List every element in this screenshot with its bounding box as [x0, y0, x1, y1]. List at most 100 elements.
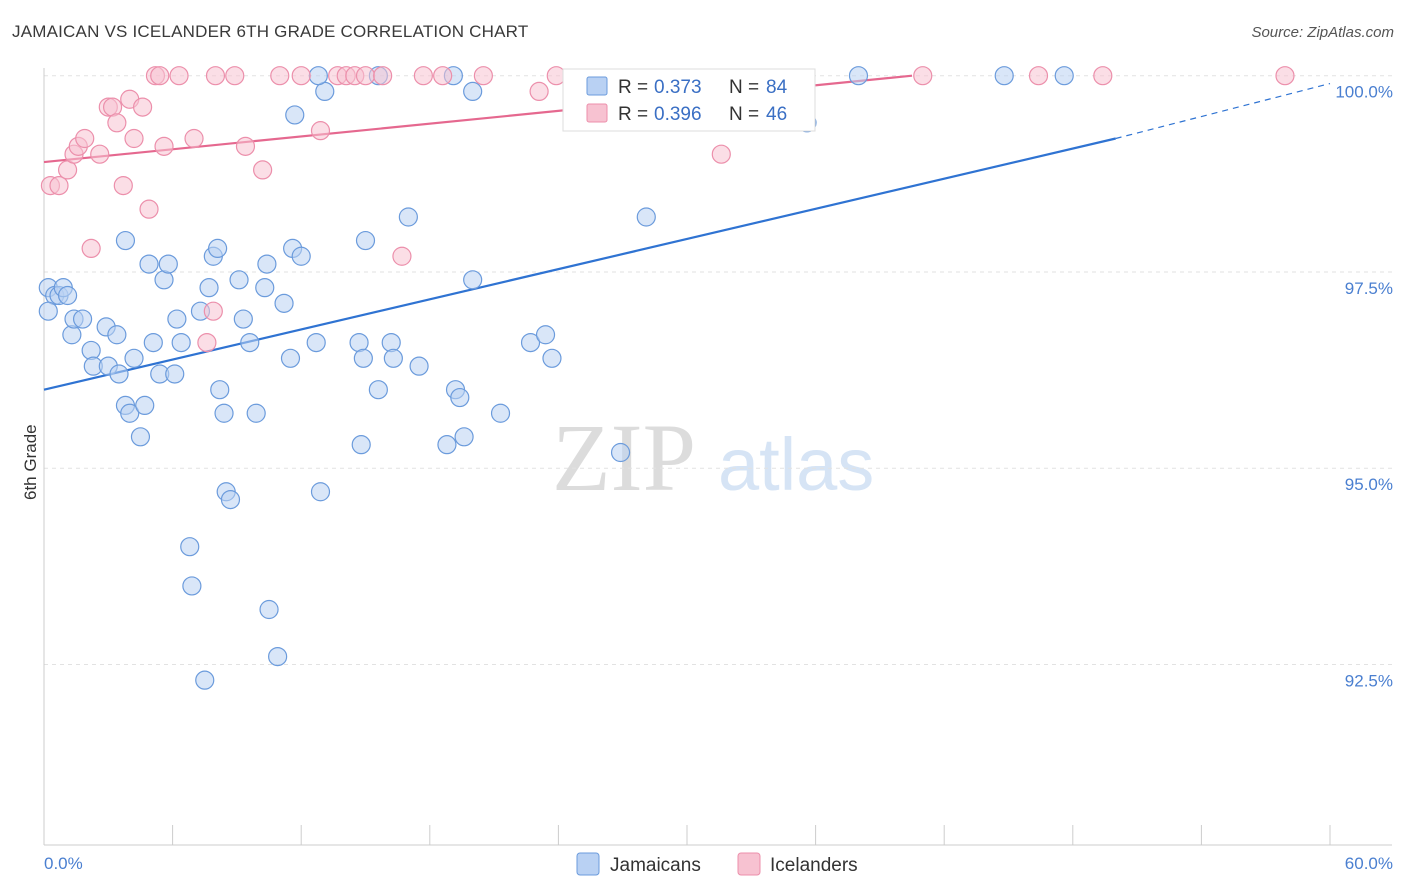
x-tick-label: 60.0%	[1345, 854, 1393, 873]
jamaicans-point	[255, 278, 275, 298]
legend-r-value-icelanders: 0.396	[654, 104, 702, 125]
icelanders-points	[40, 66, 1295, 353]
icelanders-point	[102, 97, 123, 117]
jamaicans-point	[171, 333, 191, 353]
icelanders-point	[139, 199, 159, 219]
x-tick-label: 0.0%	[44, 854, 83, 873]
icelanders-point	[75, 128, 95, 149]
jamaicans-point	[848, 66, 869, 86]
icelanders-point	[1028, 66, 1049, 86]
jamaicans-point	[368, 380, 388, 400]
icelanders-point	[373, 66, 393, 86]
jamaicans-point	[994, 66, 1014, 86]
source-credit: Source: ZipAtlas.com	[1251, 24, 1394, 41]
jamaicans-point	[308, 66, 328, 86]
jamaicans-point	[109, 364, 129, 384]
icelanders-point	[355, 66, 376, 86]
jamaicans-point	[195, 670, 215, 690]
jamaicans-point	[139, 254, 159, 274]
icelanders-point	[150, 66, 170, 86]
jamaicans-point	[210, 380, 230, 400]
jamaicans-point	[490, 403, 511, 423]
jamaicans-point	[214, 403, 234, 423]
jamaicans-point	[115, 230, 136, 251]
legend-r-label-jamaicans: R =	[618, 77, 648, 98]
icelanders-point	[433, 66, 453, 86]
jamaicans-point	[257, 254, 277, 274]
legend-swatch-icelanders	[586, 103, 608, 123]
legend-swatch-jamaicans	[586, 76, 608, 96]
icelanders-point	[49, 176, 69, 196]
jamaicans-point	[353, 348, 373, 368]
jamaicans-point	[165, 364, 185, 384]
icelanders-point	[132, 97, 153, 117]
axes	[43, 68, 1392, 846]
jamaicans-point	[274, 293, 294, 313]
bottom-legend-swatch-jamaicans	[576, 852, 600, 876]
series-legend: Jamaicans Icelanders	[576, 852, 858, 876]
icelanders-point	[291, 66, 311, 86]
icelanders-point	[413, 66, 433, 86]
jamaicans-point	[124, 348, 144, 368]
x-tick-labels: 0.0% 60.0%	[44, 854, 1393, 873]
jamaicans-point	[268, 646, 288, 667]
y-axis-title: 6th Grade	[21, 424, 40, 500]
jamaicans-point	[535, 325, 556, 345]
jamaicans-point	[310, 482, 331, 502]
jamaicans-point	[208, 238, 228, 258]
jamaicans-point	[463, 81, 483, 102]
jamaicans-trend-line	[43, 137, 1116, 391]
watermark-atlas: atlas	[718, 423, 874, 506]
jamaicans-point	[57, 285, 78, 306]
jamaicans-point	[233, 309, 253, 329]
jamaicans-point	[158, 254, 178, 274]
icelanders-point	[270, 66, 290, 86]
jamaicans-point	[450, 387, 470, 408]
icelanders-point	[253, 160, 273, 180]
icelanders-point	[154, 136, 174, 156]
icelanders-point	[113, 176, 133, 196]
icelanders-point	[197, 333, 217, 353]
jamaicans-point	[167, 309, 187, 329]
jamaicans-point	[182, 576, 202, 596]
jamaicans-point	[454, 427, 474, 447]
jamaicans-point	[246, 403, 266, 423]
jamaicans-point	[38, 301, 58, 321]
icelanders-point	[107, 113, 127, 133]
chart-title: JAMAICAN VS ICELANDER 6TH GRADE CORRELAT…	[12, 22, 529, 41]
jamaicans-point	[349, 333, 369, 353]
jamaicans-point	[229, 270, 249, 290]
icelanders-point	[1275, 66, 1295, 86]
y-tick-label: 100.0%	[1335, 83, 1393, 102]
jamaicans-point	[199, 278, 219, 298]
jamaicans-point	[62, 325, 82, 345]
jamaicans-point	[398, 207, 418, 227]
icelanders-point	[473, 66, 493, 86]
icelanders-point	[1093, 66, 1113, 86]
legend-n-label-jamaicans: N =	[729, 77, 759, 98]
icelanders-point	[81, 238, 101, 258]
icelanders-point	[392, 246, 412, 266]
jamaicans-point	[280, 348, 301, 368]
jamaicans-point	[72, 309, 93, 329]
jamaicans-point	[409, 356, 429, 376]
jamaicans-point	[306, 333, 326, 353]
jamaicans-trend-extension	[1115, 82, 1331, 140]
icelanders-point	[124, 128, 144, 149]
icelanders-point	[225, 66, 245, 86]
jamaicans-point	[351, 435, 371, 455]
jamaicans-point	[130, 427, 151, 447]
jamaicans-point	[636, 207, 656, 227]
legend-n-label-icelanders: N =	[729, 104, 759, 125]
correlation-legend: R = 0.373 N = 84 R = 0.396 N = 46	[562, 68, 816, 132]
legend-r-value-jamaicans: 0.373	[654, 77, 702, 98]
jamaicans-point	[520, 333, 541, 353]
jamaicans-point	[437, 435, 457, 455]
icelanders-point	[169, 66, 189, 86]
bottom-legend-label-jamaicans: Jamaicans	[610, 855, 701, 876]
icelanders-point	[235, 136, 256, 156]
icelanders-point	[90, 144, 110, 164]
jamaicans-point	[180, 537, 200, 557]
jamaicans-point	[154, 270, 174, 290]
